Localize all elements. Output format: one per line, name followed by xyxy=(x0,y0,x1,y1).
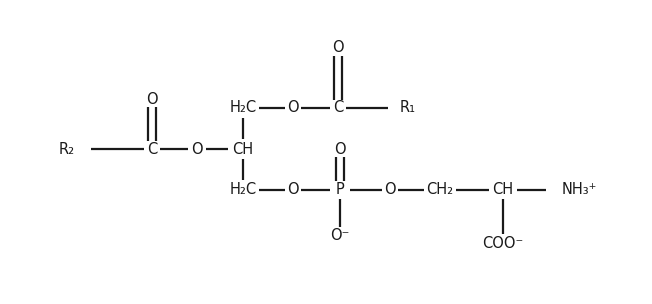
Text: O: O xyxy=(146,92,158,106)
Text: C: C xyxy=(333,101,343,116)
Text: O⁻: O⁻ xyxy=(331,229,349,244)
Text: CH₂: CH₂ xyxy=(426,182,454,198)
Text: CH: CH xyxy=(232,141,254,157)
Text: O: O xyxy=(191,141,203,157)
Text: C: C xyxy=(147,141,157,157)
Text: O: O xyxy=(384,182,396,198)
Text: R₂: R₂ xyxy=(59,141,75,157)
Text: P: P xyxy=(336,182,344,198)
Text: R₁: R₁ xyxy=(400,101,416,116)
Text: O: O xyxy=(332,40,344,56)
Text: NH₃⁺: NH₃⁺ xyxy=(562,182,597,198)
Text: O: O xyxy=(287,182,299,198)
Text: H₂C: H₂C xyxy=(230,182,257,198)
Text: CH: CH xyxy=(492,182,514,198)
Text: H₂C: H₂C xyxy=(230,101,257,116)
Text: O: O xyxy=(287,101,299,116)
Text: O: O xyxy=(334,141,346,157)
Text: COO⁻: COO⁻ xyxy=(482,237,524,251)
